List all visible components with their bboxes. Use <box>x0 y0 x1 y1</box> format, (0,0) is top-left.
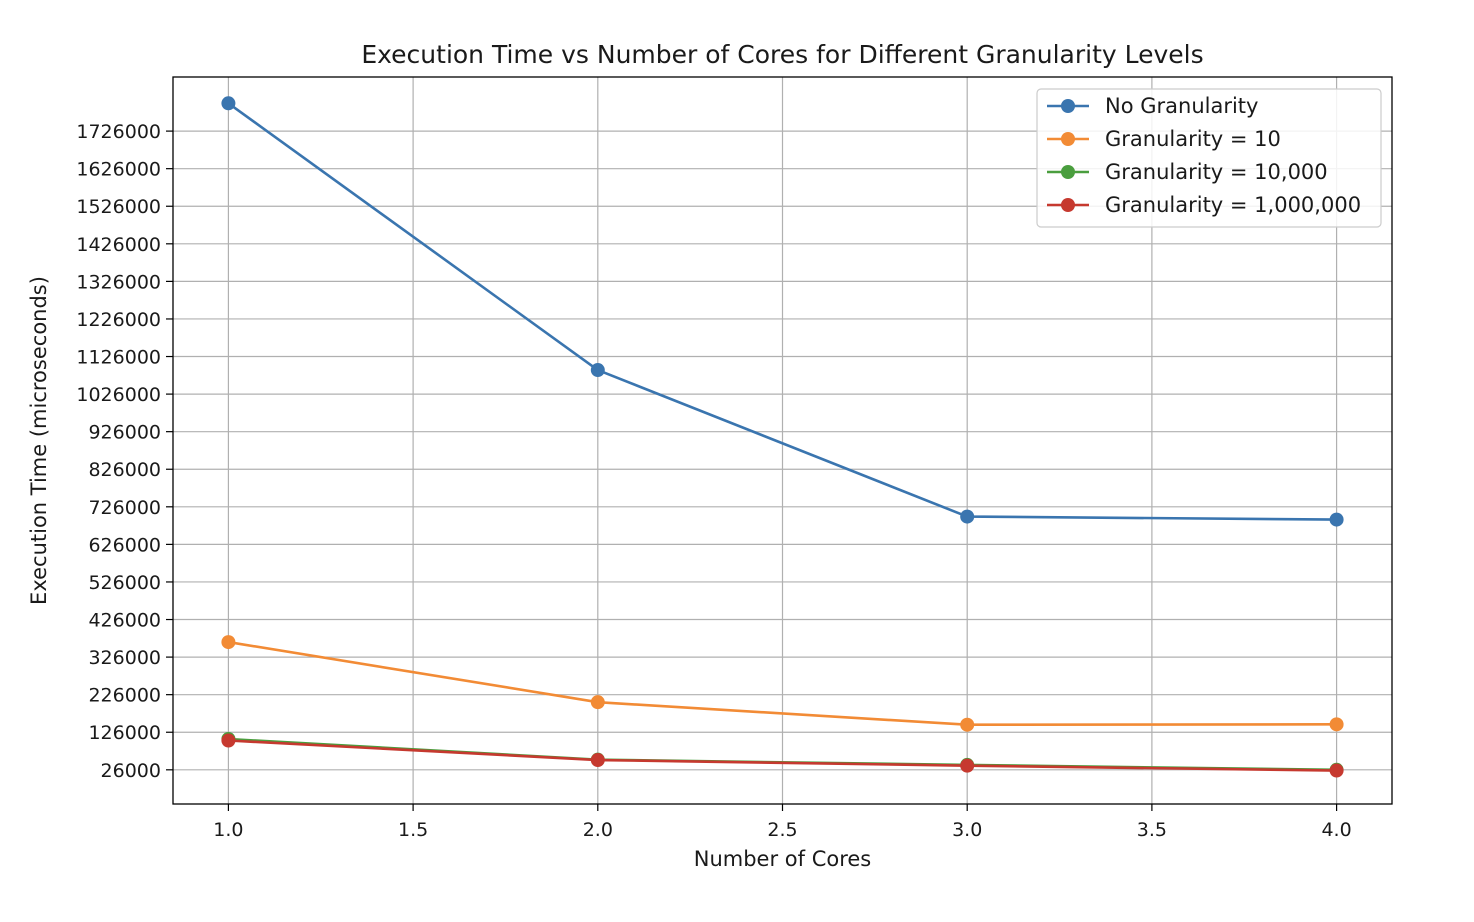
y-tick-label: 726000 <box>88 497 161 519</box>
x-tick-label: 1.0 <box>213 819 243 841</box>
data-point <box>590 695 605 710</box>
series-layer <box>221 96 1344 778</box>
legend-swatch-marker <box>1061 99 1075 113</box>
y-tick-label: 1226000 <box>76 309 161 331</box>
y-tick-label: 1326000 <box>76 271 161 293</box>
y-tick-label: 826000 <box>88 459 161 481</box>
legend-box <box>1036 88 1382 228</box>
series-line <box>228 739 1337 772</box>
legend-item: Granularity = 1,000,000 <box>1047 193 1361 217</box>
y-tick-label: 926000 <box>88 422 161 444</box>
series-2 <box>221 635 1344 732</box>
data-point <box>960 717 975 732</box>
y-tick-label: 126000 <box>88 722 161 744</box>
y-tick-label: 1026000 <box>76 384 161 406</box>
series-line <box>228 640 1337 727</box>
y-tick-label: 26000 <box>101 760 161 782</box>
data-point <box>960 758 975 773</box>
y-tick-label: 226000 <box>88 685 161 707</box>
data-point <box>590 363 605 378</box>
y-tick-label: 326000 <box>88 647 161 669</box>
data-point <box>1329 717 1344 732</box>
series-1 <box>221 96 1344 527</box>
x-axis-label: Number of Cores <box>694 847 872 871</box>
x-tick-label: 3.5 <box>1137 819 1167 841</box>
x-tick-label: 2.5 <box>767 819 797 841</box>
legend-swatch-marker <box>1061 165 1075 179</box>
y-tick-label: 626000 <box>88 534 161 556</box>
legend-item: No Granularity <box>1047 94 1258 118</box>
y-tick-label: 526000 <box>88 572 161 594</box>
x-tick-label: 2.0 <box>583 819 613 841</box>
y-axis-label: Execution Time (microseconds) <box>27 276 51 605</box>
x-tick-label: 4.0 <box>1321 819 1351 841</box>
data-point <box>1329 512 1344 527</box>
legend-swatch-marker <box>1061 198 1075 212</box>
y-tick-label: 1726000 <box>76 121 161 143</box>
x-tick-label: 1.5 <box>398 819 428 841</box>
y-tick-label: 1626000 <box>76 159 161 181</box>
y-tick-label: 1526000 <box>76 196 161 218</box>
series-4 <box>221 733 1344 778</box>
legend-label: Granularity = 1,000,000 <box>1105 193 1361 217</box>
y-tick-label: 426000 <box>88 610 161 632</box>
x-tick-label: 3.0 <box>952 819 982 841</box>
legend-label: Granularity = 10 <box>1105 127 1281 151</box>
y-tick-label: 1126000 <box>76 347 161 369</box>
legend-item: Granularity = 10,000 <box>1047 160 1328 184</box>
data-point <box>1329 763 1344 778</box>
legend-label: No Granularity <box>1105 94 1258 118</box>
series-line <box>227 102 1337 521</box>
data-point <box>221 635 236 650</box>
y-axis: 26000 126000 226000 326000 426000 526000 62600… <box>76 121 173 782</box>
data-point <box>221 733 236 748</box>
legend-label: Granularity = 10,000 <box>1105 160 1328 184</box>
data-point <box>960 509 975 524</box>
legend-item: Granularity = 10 <box>1047 127 1281 151</box>
legend-swatch-marker <box>1061 132 1075 146</box>
x-axis: 1.0 1.5 2.0 2.5 3.0 3.5 4.0 <box>213 804 1352 841</box>
legend: No Granularity Granularity = 10 Granularit… <box>1036 88 1382 228</box>
data-point <box>590 753 605 768</box>
chart-title: Execution Time vs Number of Cores for Di… <box>361 40 1203 69</box>
y-tick-label: 1426000 <box>76 234 161 256</box>
data-point <box>221 96 236 111</box>
